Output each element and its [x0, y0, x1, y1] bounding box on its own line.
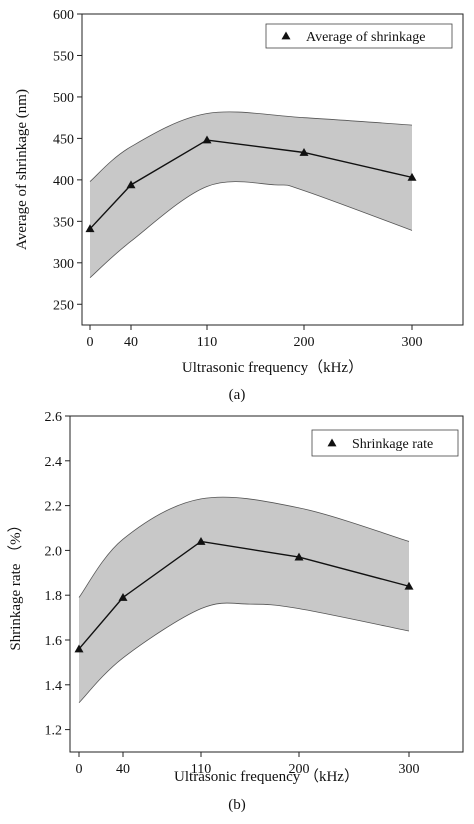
y-tick-label: 2.0	[45, 544, 63, 559]
y-tick-label: 1.8	[45, 589, 63, 604]
x-tick-label: 40	[124, 335, 138, 350]
confidence-band	[79, 497, 409, 703]
y-axis-label: Average of shrinkage (nm)	[14, 89, 30, 250]
y-tick-label: 400	[53, 174, 74, 189]
y-tick-label: 250	[53, 298, 74, 313]
legend-label: Shrinkage rate	[352, 437, 433, 452]
plot-frame	[81, 13, 464, 326]
x-axis-label: Ultrasonic frequency （kHz）	[174, 768, 359, 785]
band-upper-edge	[78, 496, 410, 598]
x-tick-label: 200	[294, 335, 315, 350]
y-tick-label: 2.2	[45, 500, 63, 515]
x-tick-label: 40	[116, 762, 130, 777]
data-point-marker	[85, 224, 95, 233]
legend-marker	[327, 438, 337, 447]
y-tick-label: 1.4	[45, 679, 63, 694]
data-point-marker	[202, 135, 212, 144]
x-tick-label: 0	[76, 762, 83, 777]
y-tick-label: 300	[53, 257, 74, 272]
band-lower-edge	[89, 181, 413, 279]
y-tick-label: 1.6	[45, 634, 63, 649]
data-point-marker	[74, 644, 84, 653]
y-tick-label: 500	[53, 91, 74, 106]
legend-label: Average of shrinkage	[306, 30, 425, 45]
y-tick-label: 600	[53, 8, 74, 23]
panel-caption: (a)	[229, 387, 246, 403]
chart-panel-a: 250 300 350 400 450 500 550 600 0 40 110 200 300 Aver…	[14, 8, 464, 403]
y-axis-label: Shrinkage rate （%）	[7, 517, 24, 650]
band-lower-edge	[78, 602, 410, 704]
x-axis-label: Ultrasonic frequency（kHz）	[182, 359, 363, 376]
x-tick-label: 110	[191, 762, 211, 777]
x-tick-label: 0	[87, 335, 94, 350]
legend-box	[265, 23, 453, 49]
chart-panel-b: 1.2 1.4 1.6 1.8 2.0 2.2 2.4 2.6 0 40 110 200 300 Shri…	[7, 410, 464, 813]
data-point-marker	[294, 552, 304, 561]
x-tick-label: 300	[399, 762, 420, 777]
y-tick-label: 1.2	[45, 724, 63, 739]
plot-frame	[69, 415, 464, 753]
panel-caption: (b)	[228, 797, 246, 813]
y-tick-label: 550	[53, 49, 74, 64]
x-tick-label: 300	[402, 335, 423, 350]
confidence-band	[90, 111, 412, 278]
data-point-marker	[126, 180, 136, 189]
x-tick-label: 110	[197, 335, 217, 350]
legend-marker	[281, 31, 291, 40]
y-tick-label: 350	[53, 215, 74, 230]
y-tick-label: 2.6	[45, 410, 63, 425]
data-point-marker	[118, 592, 128, 601]
y-tick-label: 2.4	[45, 455, 63, 470]
data-point-marker	[299, 147, 309, 156]
data-point-marker	[407, 172, 417, 181]
y-tick-label: 450	[53, 132, 74, 147]
data-point-marker	[196, 536, 206, 545]
data-point-marker	[404, 581, 414, 590]
legend-box	[311, 429, 459, 457]
band-upper-edge	[89, 111, 413, 182]
x-tick-label: 200	[289, 762, 310, 777]
